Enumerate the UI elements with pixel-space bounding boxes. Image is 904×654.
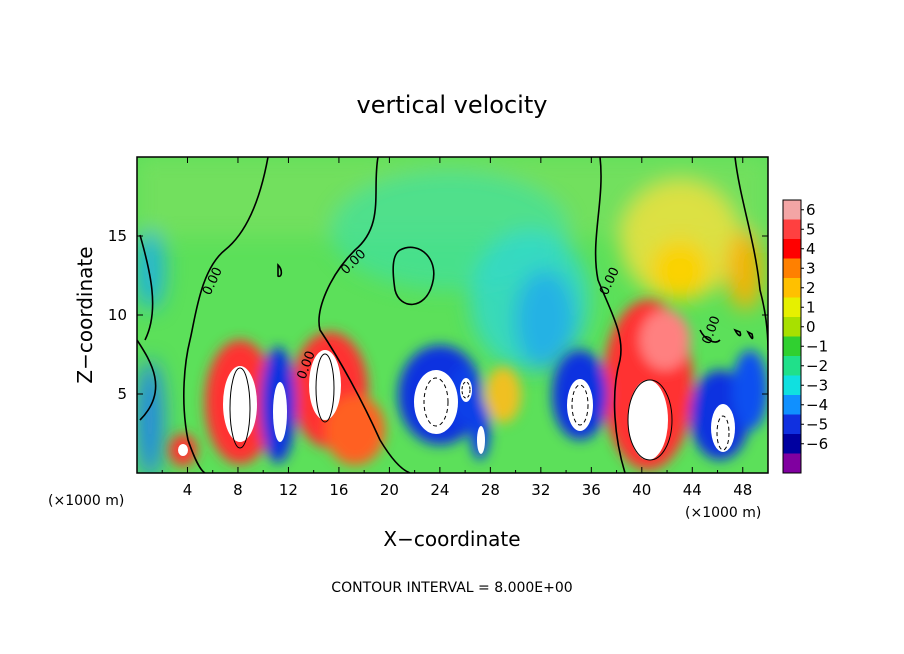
colorbar-label: −2 bbox=[806, 357, 828, 375]
x-tick-label: 44 bbox=[683, 481, 702, 499]
x-tick-label: 20 bbox=[380, 481, 399, 499]
y-tick-label: 5 bbox=[117, 385, 127, 403]
y-axis-ticks: 5 10 15 bbox=[108, 227, 768, 403]
colorbar-label: −6 bbox=[806, 435, 828, 453]
colorbar-swatch bbox=[783, 317, 801, 337]
colorbar-swatch bbox=[783, 414, 801, 435]
y-axis-label: Z−coordinate bbox=[73, 246, 97, 383]
x-tick-label: 32 bbox=[531, 481, 550, 499]
x-tick-label: 40 bbox=[632, 481, 651, 499]
colorbar-swatch bbox=[783, 278, 801, 298]
x-tick-label: 24 bbox=[430, 481, 449, 499]
colorbar-swatch bbox=[783, 219, 801, 240]
x-tick-label: 36 bbox=[582, 481, 601, 499]
colorbar-swatch bbox=[783, 375, 801, 396]
colorbar-label: −4 bbox=[806, 396, 828, 414]
colorbar-label: 4 bbox=[806, 240, 816, 258]
colorbar-label: 0 bbox=[806, 318, 816, 336]
x-axis-label: X−coordinate bbox=[383, 527, 520, 551]
colorbar-label: 2 bbox=[806, 279, 816, 297]
contour-interval-note: CONTOUR INTERVAL = 8.000E+00 bbox=[331, 580, 572, 596]
colorbar-swatch bbox=[783, 200, 801, 220]
x-unit-left: (×1000 m) bbox=[48, 493, 124, 509]
y-tick-label: 15 bbox=[108, 227, 127, 245]
x-tick-label: 28 bbox=[481, 481, 500, 499]
colorbar-swatch bbox=[783, 453, 801, 474]
colorbar-label: −1 bbox=[806, 337, 828, 355]
colorbar: 65 43 21 0−1 −2−3 −4−5 −6 bbox=[782, 199, 828, 474]
colorbar-label: 3 bbox=[806, 259, 816, 277]
chart-title: vertical velocity bbox=[357, 91, 548, 119]
x-tick-label: 4 bbox=[183, 481, 193, 499]
x-unit-right: (×1000 m) bbox=[685, 505, 761, 521]
colorbar-swatch bbox=[783, 336, 801, 357]
colorbar-label: −5 bbox=[806, 415, 828, 433]
colorbar-frame bbox=[782, 199, 802, 474]
colorbar-label: 5 bbox=[806, 220, 816, 238]
x-tick-label: 12 bbox=[279, 481, 298, 499]
colorbar-swatch bbox=[783, 395, 801, 415]
colorbar-swatch bbox=[783, 239, 801, 259]
x-axis-ticks: 4 8 12 16 20 24 28 32 36 40 44 48 bbox=[161, 157, 752, 499]
x-tick-label: 48 bbox=[733, 481, 752, 499]
colorbar-swatch bbox=[783, 434, 801, 454]
y-tick-label: 10 bbox=[108, 306, 127, 324]
colorbar-swatch bbox=[783, 258, 801, 279]
x-tick-label: 8 bbox=[233, 481, 243, 499]
colorbar-swatch bbox=[783, 356, 801, 376]
colorbar-swatch bbox=[783, 297, 801, 318]
x-tick-label: 16 bbox=[329, 481, 348, 499]
colorbar-label: 1 bbox=[806, 298, 816, 316]
velocity-field: 0.00 0.00 0.00 0.00 0.00 bbox=[137, 157, 768, 473]
colorbar-label: 6 bbox=[806, 201, 816, 219]
colorbar-label: −3 bbox=[806, 376, 828, 394]
